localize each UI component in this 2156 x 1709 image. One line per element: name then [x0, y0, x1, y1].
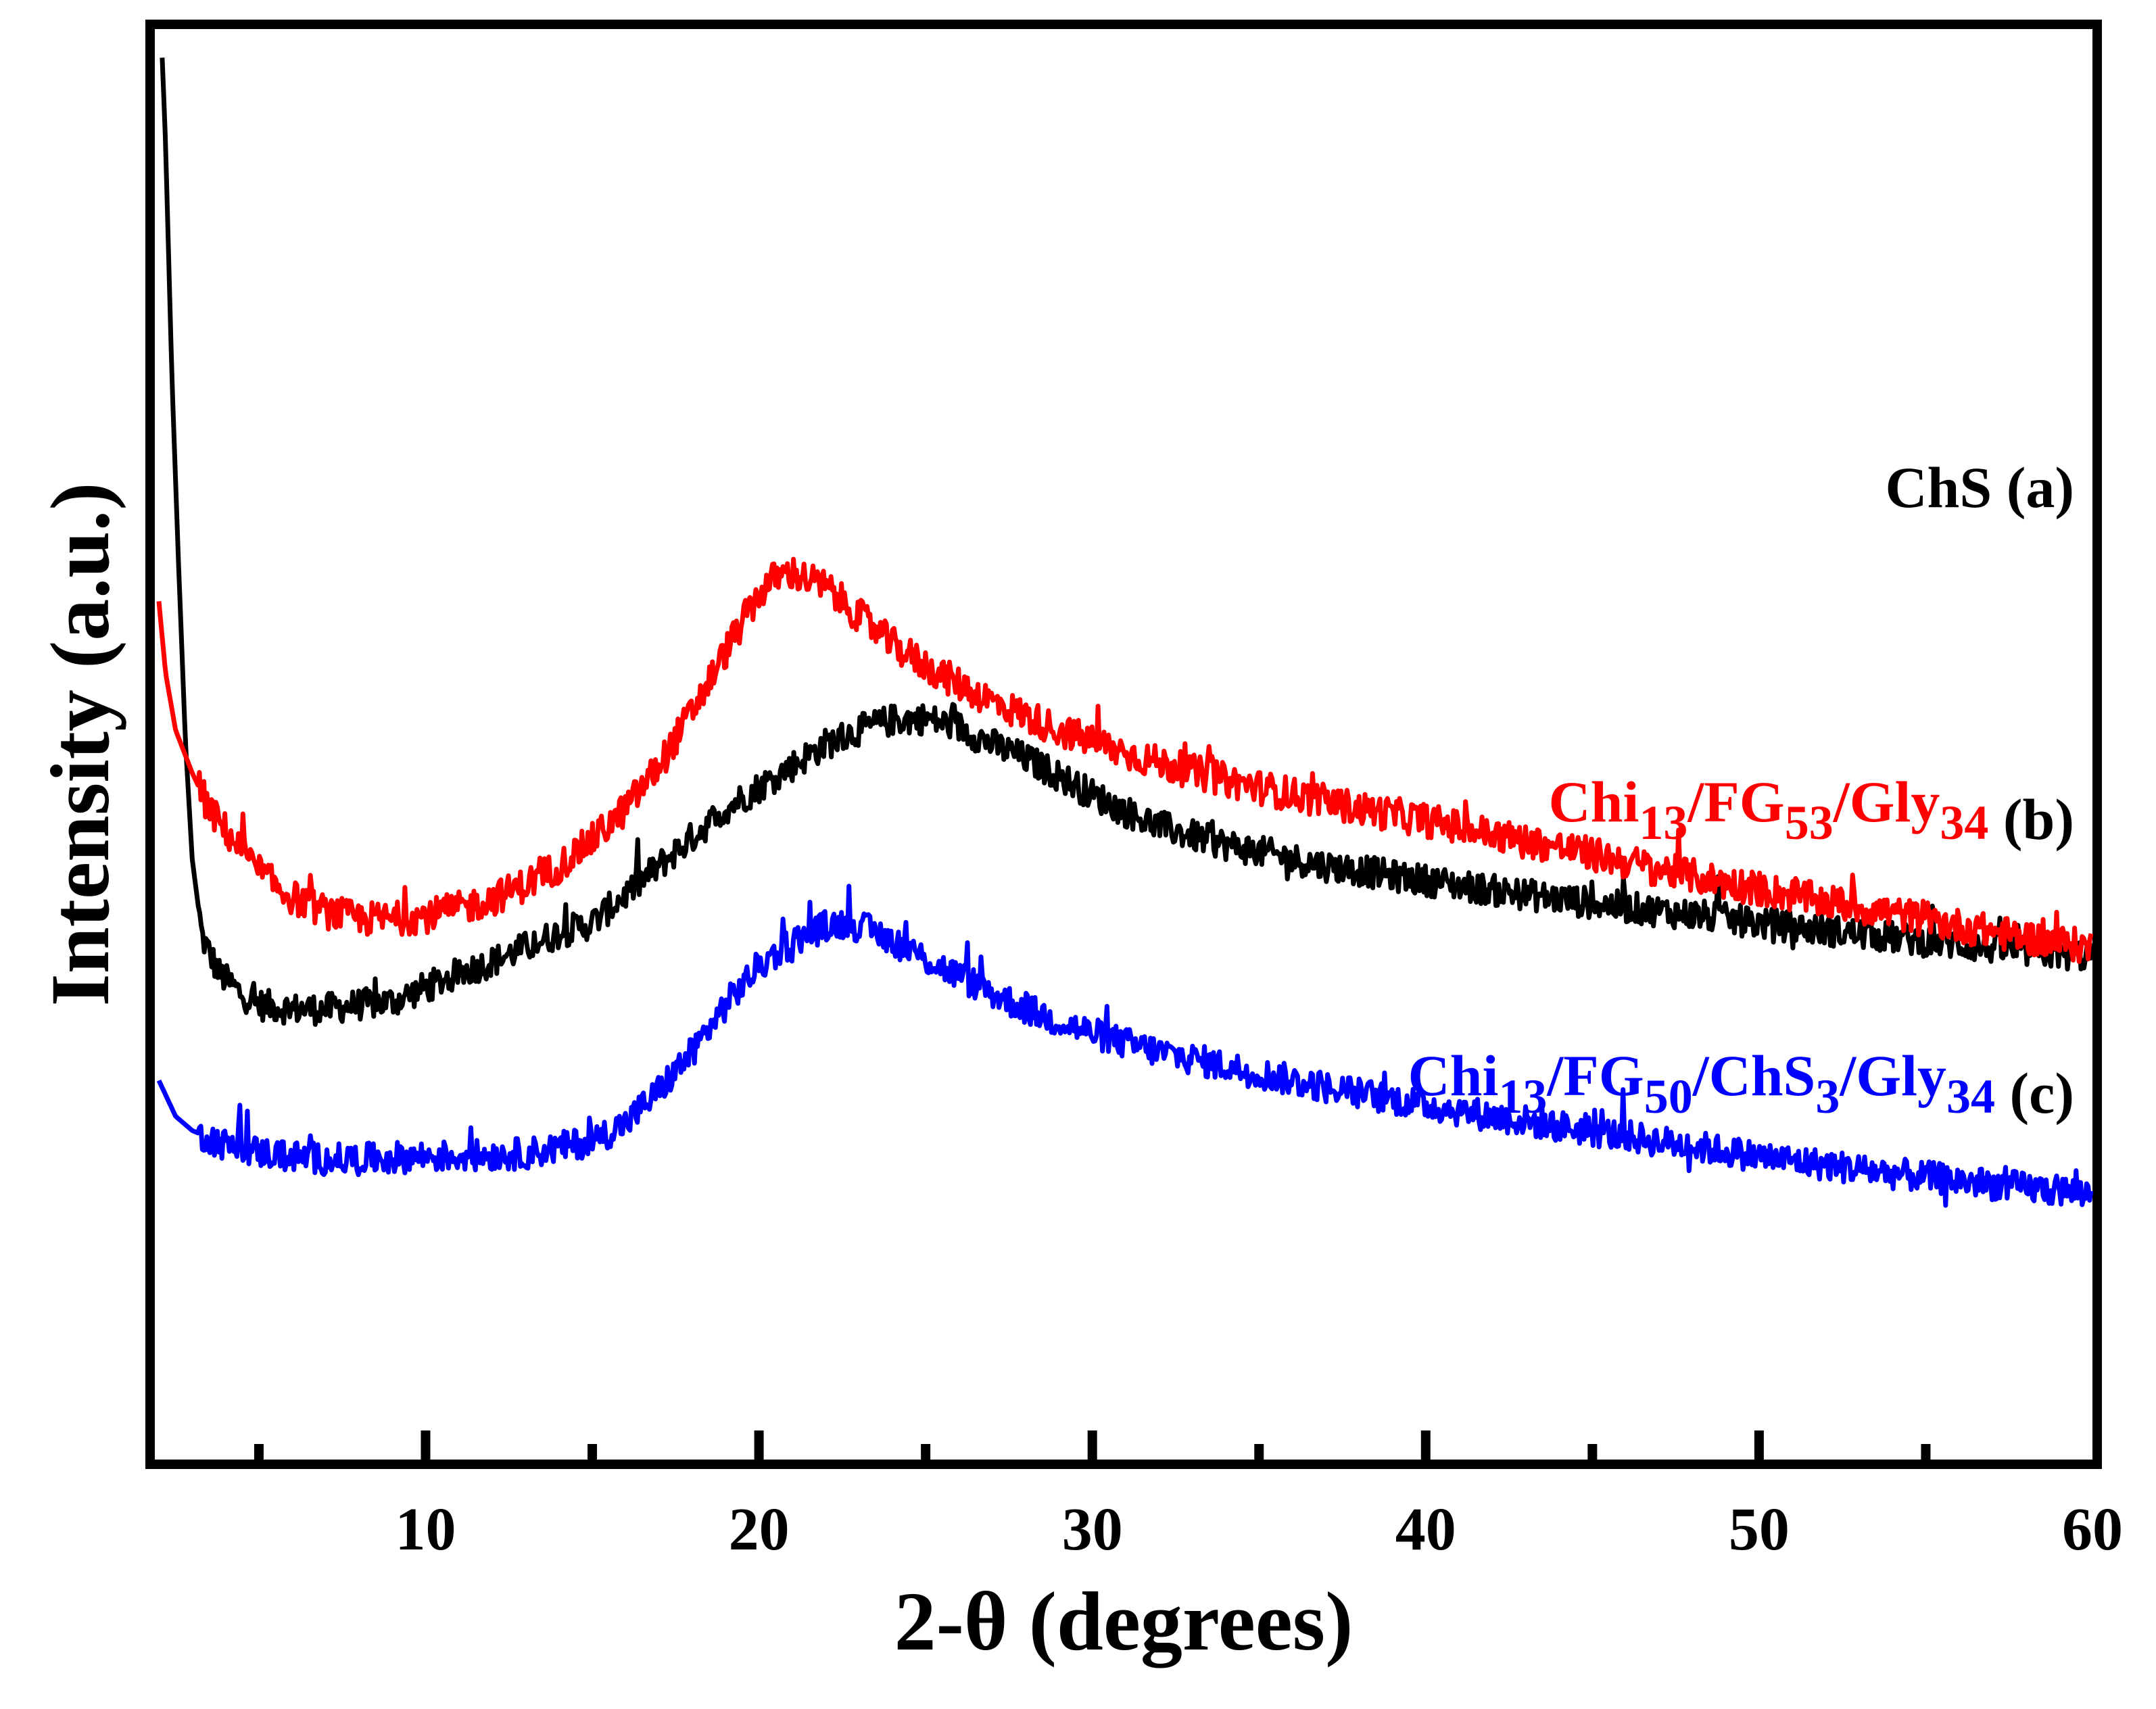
x-axis-title: 2-θ (degrees): [894, 1575, 1354, 1668]
series-labels: ChS (a) Chi13/FG53/Gly34 (b) Chi13/FG50/Ch…: [1408, 455, 2074, 1126]
series-line-1: [156, 556, 2094, 964]
x-tick-label-10: 10: [395, 1496, 456, 1563]
series-lines: [156, 57, 2094, 1208]
plot-frame: [145, 20, 2102, 1469]
x-tick-label-40: 40: [1395, 1496, 1456, 1563]
x-tick-label-30: 30: [1062, 1496, 1123, 1563]
series-label-2: Chi13/FG50/ChS3/Gly34 (c): [1408, 1043, 2074, 1126]
series-label-0: ChS (a): [1885, 455, 2074, 520]
minor-ticks: [254, 1444, 1931, 1460]
y-axis-title: Intensity (a.u.): [34, 482, 126, 1006]
series-label-1: Chi13/FG53/Gly34 (b): [1549, 769, 2074, 852]
major-ticks: [421, 1430, 1764, 1460]
series-line-2: [156, 884, 2094, 1208]
x-tick-label-20: 20: [729, 1496, 790, 1563]
x-tick-label-60: 60: [2062, 1496, 2123, 1563]
series-line-0: [160, 57, 2094, 1027]
x-tick-label-50: 50: [1729, 1496, 1790, 1563]
x-tick-labels: 10 20 30 40 50 60: [395, 1496, 2123, 1563]
